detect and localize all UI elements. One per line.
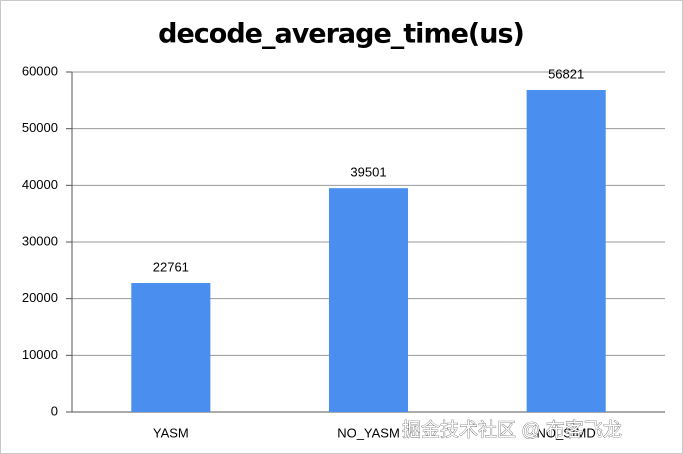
y-tick-label: 50000 <box>22 120 58 135</box>
y-tick-label: 60000 <box>22 63 58 78</box>
y-tick-label: 0 <box>51 403 58 418</box>
x-tick-label: NO_SIMD <box>537 425 596 440</box>
chart-title: decode_average_time(us) <box>158 19 524 50</box>
bar <box>526 90 606 412</box>
bar <box>131 283 211 412</box>
data-label: 39501 <box>350 165 386 180</box>
bar <box>328 188 409 412</box>
watermark: 掘金技术社区 @ 布客飞龙 <box>402 419 622 441</box>
y-tick-label: 10000 <box>22 347 58 362</box>
y-tick-label: 20000 <box>22 290 58 305</box>
data-label: 22761 <box>153 259 189 274</box>
data-label: 56821 <box>548 66 584 81</box>
y-tick-label: 40000 <box>22 177 58 192</box>
y-tick-label: 30000 <box>22 233 58 248</box>
x-tick-label: YASM <box>153 425 189 440</box>
x-tick-label: NO_YASM <box>337 425 400 440</box>
